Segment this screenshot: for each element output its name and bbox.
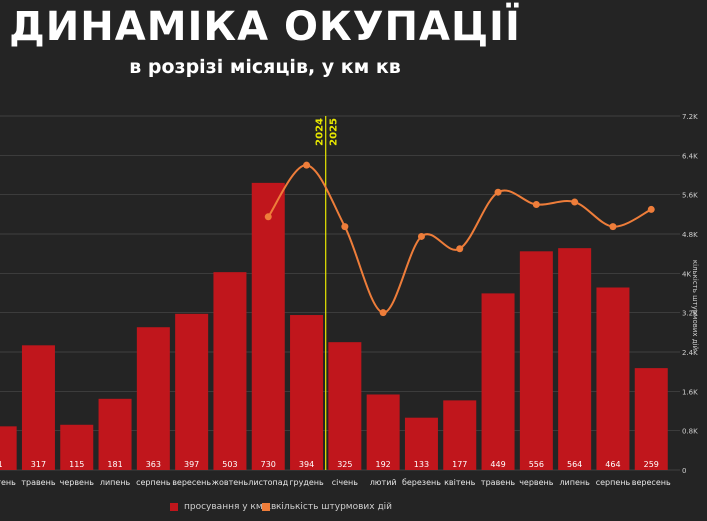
- bar-value-label: 363: [146, 460, 161, 469]
- y2-tick-label: 5.6K: [682, 192, 698, 200]
- line-point: [379, 309, 387, 317]
- x-tick-label: грудень: [289, 478, 324, 487]
- bar-value-label: 503: [222, 460, 237, 469]
- bar: [21, 345, 55, 470]
- x-tick-label: березень: [402, 478, 441, 487]
- y2-tick-label: 2.4K: [682, 349, 698, 357]
- legend-label-bars: просування у км кв: [184, 502, 277, 512]
- bar: [596, 287, 630, 470]
- line-point: [303, 161, 311, 169]
- legend-item-bars: просування у км кв: [170, 500, 276, 514]
- bar-value-label: 1: [0, 460, 3, 469]
- x-tick-label: травень: [481, 478, 516, 487]
- line-point: [341, 223, 349, 231]
- bar-value-label: 325: [337, 460, 352, 469]
- bar-value-labels: 1 317 115 181 363 397 503 730 394 325 192 133 177 449…: [0, 460, 659, 469]
- line-point: [647, 205, 655, 213]
- line-point: [494, 188, 502, 196]
- bar: [175, 313, 209, 470]
- bar: [558, 248, 592, 470]
- chart-subtitle: в розрізі місяців, у км кв: [129, 56, 401, 78]
- bar: [60, 424, 94, 470]
- bar-value-label: 133: [414, 460, 429, 469]
- x-tick-label: лютий: [370, 478, 397, 487]
- y2-tick-label: 0.8K: [682, 428, 698, 436]
- legend-label-line: кількість штурмових дій: [276, 502, 393, 512]
- x-tick-label: січень: [332, 478, 359, 487]
- x-tick-label: травень: [21, 478, 56, 487]
- year-divider: 2024 2025: [315, 116, 340, 470]
- bar-value-label: 394: [299, 460, 314, 469]
- bar: [328, 342, 362, 470]
- x-tick-label: липень: [100, 478, 131, 487]
- bar-series: [0, 182, 668, 470]
- bar-value-label: 177: [452, 460, 467, 469]
- bar-value-label: 730: [261, 460, 276, 469]
- bar: [519, 251, 553, 470]
- x-tick-label: квітень: [0, 478, 16, 487]
- y2-tick-label: 6.4K: [682, 152, 698, 160]
- x-tick-label: червень: [519, 478, 554, 487]
- bar-value-label: 556: [529, 460, 544, 469]
- bar: [251, 182, 285, 470]
- x-tick-label: вересень: [172, 478, 211, 487]
- bar: [481, 293, 515, 470]
- legend-item-line: кількість штурмових дій: [262, 500, 392, 514]
- bar-value-label: 181: [107, 460, 122, 469]
- bar-value-label: 464: [605, 460, 620, 469]
- line-point: [532, 201, 540, 208]
- x-tick-label: серпень: [596, 478, 631, 487]
- line-point: [456, 245, 464, 253]
- line-point: [571, 198, 579, 206]
- bar-value-label: 564: [567, 460, 582, 469]
- bar-value-label: 449: [490, 460, 505, 469]
- y2-tick-label: 0: [682, 467, 686, 475]
- chart-title: ДИНАМІКА ОКУПАЦІЇ: [9, 4, 521, 50]
- legend-swatch-bars: [170, 503, 178, 511]
- bar: [98, 398, 132, 470]
- bar-value-label: 115: [69, 460, 84, 469]
- x-tick-label: червень: [60, 478, 95, 487]
- x-tick-label: вересень: [632, 478, 671, 487]
- x-tick-label: липень: [559, 478, 590, 487]
- bar-value-label: 317: [31, 460, 46, 469]
- y2-tick-label: 7.2K: [682, 113, 698, 121]
- x-tick-label: листопад: [248, 478, 288, 487]
- bar-value-label: 192: [376, 460, 391, 469]
- bar: [213, 272, 247, 470]
- divider-label-2024: 2024: [315, 118, 326, 146]
- line-point: [417, 232, 425, 240]
- x-tick-label: квітень: [444, 478, 476, 487]
- bar: [404, 417, 438, 470]
- legend-swatch-line: [262, 503, 270, 511]
- bar-value-label: 397: [184, 460, 199, 469]
- line-point: [609, 223, 617, 231]
- bar: [136, 327, 170, 470]
- bar: [634, 368, 668, 470]
- line-point: [264, 213, 272, 221]
- bar: [0, 426, 17, 470]
- right-axis-label: кількість штурмових дій: [691, 260, 699, 350]
- right-axis-tick-labels: 0 0.8K 1.6K 2.4K 3.2K 4K 4.8K 5.6K 6.4K 7.2K: [682, 113, 698, 475]
- series-line: [267, 164, 652, 314]
- y2-tick-label: 3.2K: [682, 310, 698, 318]
- y2-tick-label: 1.6K: [682, 388, 698, 396]
- x-axis-tick-labels: квітеньтравеньчервеньлипеньсерпеньвересе…: [0, 478, 671, 487]
- x-tick-label: серпень: [136, 478, 171, 487]
- y2-tick-label: 4.8K: [682, 231, 698, 239]
- bar: [443, 400, 477, 470]
- divider-label-2025: 2025: [329, 118, 340, 146]
- bar-value-label: 259: [644, 460, 659, 469]
- line-series: [264, 161, 655, 317]
- bar: [366, 394, 400, 470]
- y2-tick-label: 4K: [682, 270, 691, 278]
- bar: [290, 315, 324, 470]
- x-tick-label: жовтень: [212, 478, 249, 487]
